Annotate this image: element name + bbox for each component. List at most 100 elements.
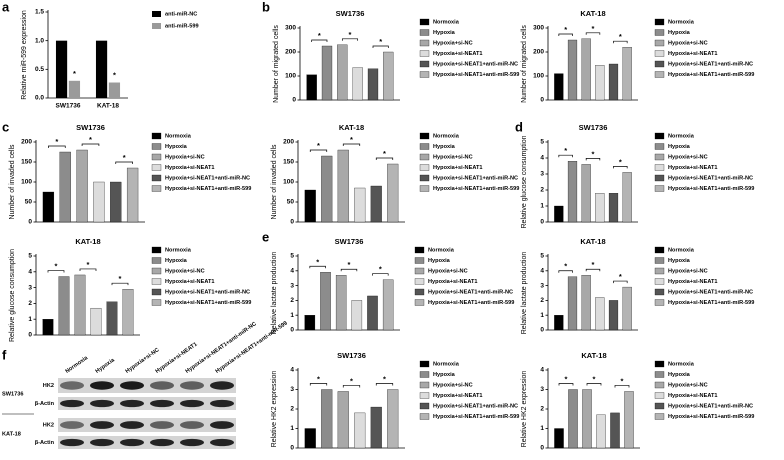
significance-label: * [123,153,126,162]
y-tick-label: 0 [540,219,544,226]
bar [624,391,634,449]
y-tick-label: 2 [290,297,294,304]
legend-swatch [654,371,665,378]
legend-label: Hypoxia [668,30,691,36]
blot-band [210,421,234,429]
legend-label: Hypoxia+si-NC [428,268,468,274]
legend-label: Normoxia [428,247,455,253]
legend-swatch [654,360,665,368]
legend-label: Hypoxia+si-NEAT1+anti-miR-NC [433,175,518,181]
legend-label: Hypoxia+si-NEAT1 [428,279,477,285]
y-axis-label: Relative lactate production [521,252,528,335]
y-tick-label: 4 [540,268,544,275]
bar [306,74,317,101]
y-tick-label: 4 [290,367,294,374]
blot-band [120,381,144,390]
legend-swatch [414,278,425,285]
legend-label: Hypoxia+si-NEAT1 [433,51,482,57]
legend-swatch [151,164,162,171]
blot-band [90,421,114,429]
legend-label: Hypoxia+si-NEAT1+anti-miR-NC [668,289,753,295]
blot-strip [58,397,236,410]
bar [610,412,620,449]
y-tick-label: 0 [290,445,294,452]
y-tick-label: 5 [540,253,544,260]
blot-band [180,399,204,408]
y-tick-label: 2 [540,187,544,194]
legend-label: anti-miR-NC [165,11,197,17]
legend-swatch [419,132,430,140]
bar [622,47,632,101]
legend-label: Hypoxia+si-NEAT1+anti-miR-NC [428,289,513,295]
significance-label: * [317,141,320,150]
legend-swatch [419,50,430,57]
significance-label: * [383,149,386,158]
bar [74,274,86,336]
y-axis-label: Relative glucose consumption [9,249,16,342]
y-tick-label: 50 [25,199,33,206]
blot-band-label: β-Actin [35,401,55,407]
y-tick-label: 200 [283,139,294,146]
bar [596,414,606,449]
y-axis-label: Number of migrated cells [273,25,280,103]
legend-swatch [152,11,161,17]
bar [383,51,394,101]
significance-label: * [621,376,624,385]
legend-label: Normoxia [668,133,695,139]
bar [321,389,333,449]
legend-label: Normoxia [433,133,460,139]
legend-swatch [654,164,665,171]
significance-label: * [592,149,595,158]
legend-label: Normoxia [433,361,460,367]
legend-swatch [151,288,162,296]
significance-bracket [614,385,630,388]
legend-label: Hypoxia [433,30,456,36]
bar [554,315,564,331]
bar [93,181,105,223]
bar [321,45,333,101]
y-axis-label: Number of invaded cells [9,144,16,220]
legend-label: Hypoxia+si-NEAT1+anti-miR-NC [165,289,250,295]
legend-label: Hypoxia [165,258,188,264]
legend-swatch [654,288,665,296]
bar [622,286,632,331]
blot-band [150,421,174,429]
y-tick-label: 2 [28,300,32,307]
legend-label: Normoxia [165,247,192,253]
bar [42,191,55,223]
significance-label: * [348,260,351,269]
legend-label: Normoxia [433,19,460,25]
y-tick-label: 0 [292,97,296,104]
y-tick-label: 3 [290,282,294,289]
legend-swatch [654,71,665,78]
chart-title: SW1736 [337,351,366,360]
y-tick-label: 150 [283,159,294,166]
significance-bracket [585,158,601,161]
bar [608,193,619,223]
y-tick-label: 0 [290,219,294,226]
bar [567,276,578,331]
bar [370,185,382,223]
legend-swatch [419,402,430,410]
significance-bracket [340,268,358,272]
chart-title: KAT-18 [580,9,605,18]
legend-label: Hypoxia+si-NC [668,154,708,160]
y-axis-label: Relative miR-599 expression [21,10,28,100]
bar [367,68,379,101]
panel-letter: a [2,0,10,14]
blot-strip [58,418,236,432]
legend-swatch [151,174,162,182]
legend-swatch [654,381,665,389]
x-tick-label: KAT-18 [97,103,119,110]
legend-label: Hypoxia+si-NEAT1+anti-miR-599 [668,300,754,306]
y-tick-label: 3 [290,386,294,393]
legend-label: Hypoxia+si-NEAT1+anti-miR-599 [668,186,754,192]
significance-bracket [79,268,97,271]
blot-strip [58,436,236,449]
y-tick-label: 0 [540,445,544,452]
y-tick-label: 100 [285,73,296,80]
legend-label: Hypoxia+si-NC [668,382,708,388]
y-tick-label: 5 [28,253,32,260]
legend-swatch [419,18,430,26]
legend-swatch [151,278,162,285]
